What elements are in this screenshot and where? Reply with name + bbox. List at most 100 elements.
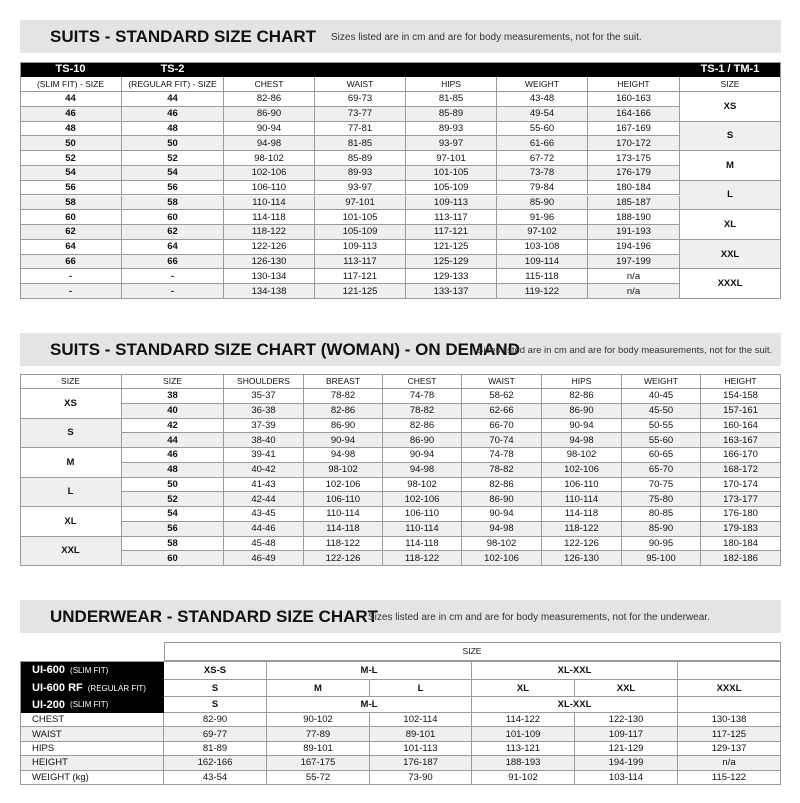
value-cell: 101-105: [315, 210, 406, 226]
row-label: WAIST: [20, 727, 164, 742]
value-cell: 97-101: [406, 151, 497, 166]
value-cell: 86-90: [542, 403, 622, 419]
value-cell: 110-114: [383, 521, 462, 537]
column-header: CHEST: [224, 77, 315, 92]
value-cell: 89-93: [406, 121, 497, 137]
value-cell: 98-102: [542, 448, 622, 463]
size-cell: -: [20, 269, 122, 285]
value-cell: 105-109: [406, 180, 497, 196]
column-header: SIZE: [20, 374, 122, 389]
value-cell: 113-117: [406, 210, 497, 226]
column-header: WEIGHT: [497, 77, 588, 92]
value-cell: 70-75: [622, 477, 701, 493]
value-cell: 39-41: [224, 448, 304, 463]
title: SUITS - STANDARD SIZE CHART: [50, 27, 317, 46]
value-cell: 94-98: [224, 136, 315, 152]
value-cell: 194-196: [588, 239, 680, 255]
value-cell: 93-97: [406, 136, 497, 152]
value-cell: 129-133: [406, 269, 497, 285]
size-cell: 48: [122, 121, 224, 137]
value-cell: 36-38: [224, 403, 304, 419]
value-cell: 162-166: [164, 756, 267, 771]
value-cell: 70-74: [462, 433, 542, 448]
value-cell: 118-122: [304, 536, 383, 552]
value-cell: 60-65: [622, 448, 701, 463]
size-group: S: [20, 418, 122, 448]
size-cell: XL-XXL: [472, 697, 678, 713]
value-cell: 109-113: [315, 239, 406, 255]
value-cell: 122-126: [224, 239, 315, 255]
header-bar: SUITS - STANDARD SIZE CHART (WOMAN) - ON…: [20, 333, 781, 366]
column-header: BREAST: [304, 374, 383, 389]
value-cell: 98-102: [383, 477, 462, 493]
column-header: CHEST: [383, 374, 462, 389]
value-cell: 90-94: [224, 121, 315, 137]
size-cell: 60: [20, 210, 122, 226]
value-cell: 90-102: [267, 713, 370, 728]
size-cell: 42: [122, 418, 224, 434]
value-cell: 101-113: [370, 741, 472, 757]
table-frame: [20, 62, 781, 299]
value-cell: 89-93: [315, 165, 406, 181]
value-cell: 58-62: [462, 389, 542, 404]
value-cell: 188-193: [472, 756, 575, 771]
value-cell: 115-118: [497, 269, 588, 285]
product-label: UI-600 RF (REGULAR FIT): [20, 680, 164, 697]
value-cell: 180-184: [588, 180, 680, 196]
value-cell: 50-55: [622, 418, 701, 434]
column-header: (REGULAR FIT) - SIZE: [122, 77, 224, 92]
value-cell: 42-44: [224, 492, 304, 507]
size-cell: 54: [20, 165, 122, 181]
size-cell: 40: [122, 403, 224, 419]
size-cell: 58: [20, 195, 122, 211]
value-cell: 106-110: [224, 180, 315, 196]
value-cell: 109-114: [497, 254, 588, 270]
value-cell: 90-94: [383, 448, 462, 463]
value-cell: 81-85: [315, 136, 406, 152]
value-cell: 102-106: [304, 477, 383, 493]
size-cell: 46: [122, 106, 224, 122]
value-cell: 114-118: [224, 210, 315, 226]
value-cell: 121-125: [406, 239, 497, 255]
size-cell: 48: [20, 121, 122, 137]
value-cell: 86-90: [224, 106, 315, 122]
value-cell: 106-110: [542, 477, 622, 493]
column-header: TS-2: [122, 62, 224, 77]
size-cell: XL-XXL: [472, 661, 678, 680]
value-cell: 93-97: [315, 180, 406, 196]
value-cell: 89-101: [370, 727, 472, 742]
size-cell: S: [164, 680, 267, 697]
size-cell: M: [267, 680, 370, 697]
product-fit: (SLIM FIT): [70, 665, 109, 675]
value-cell: 43-45: [224, 507, 304, 522]
value-cell: 130-134: [224, 269, 315, 285]
value-cell: 55-60: [622, 433, 701, 448]
value-cell: 80-85: [622, 507, 701, 522]
value-cell: 98-102: [224, 151, 315, 166]
size-cell: 62: [20, 225, 122, 240]
header-bar: UNDERWEAR - STANDARD SIZE CHART Sizes li…: [20, 600, 781, 633]
size-cell: 56: [20, 180, 122, 196]
table-frame: [20, 661, 781, 785]
size-cell: 46: [20, 106, 122, 122]
product-fit: (SLIM FIT): [70, 700, 109, 709]
size-cell: XL: [472, 680, 575, 697]
value-cell: 102-106: [224, 165, 315, 181]
column-header: SIZE: [122, 374, 224, 389]
value-cell: 117-121: [315, 269, 406, 285]
value-cell: 114-118: [304, 521, 383, 537]
size-group: S: [680, 121, 781, 152]
value-cell: 167-175: [267, 756, 370, 771]
size-cell: 52: [122, 492, 224, 507]
value-cell: 74-78: [383, 389, 462, 404]
value-cell: 62-66: [462, 403, 542, 419]
value-cell: 176-179: [588, 165, 680, 181]
value-cell: 125-129: [406, 254, 497, 270]
value-cell: 160-163: [588, 92, 680, 107]
value-cell: n/a: [588, 269, 680, 285]
size-cell: 66: [20, 254, 122, 270]
size-cell: 44: [122, 92, 224, 107]
value-cell: 77-89: [267, 727, 370, 742]
value-cell: 110-114: [542, 492, 622, 507]
size-cell: 44: [20, 92, 122, 107]
